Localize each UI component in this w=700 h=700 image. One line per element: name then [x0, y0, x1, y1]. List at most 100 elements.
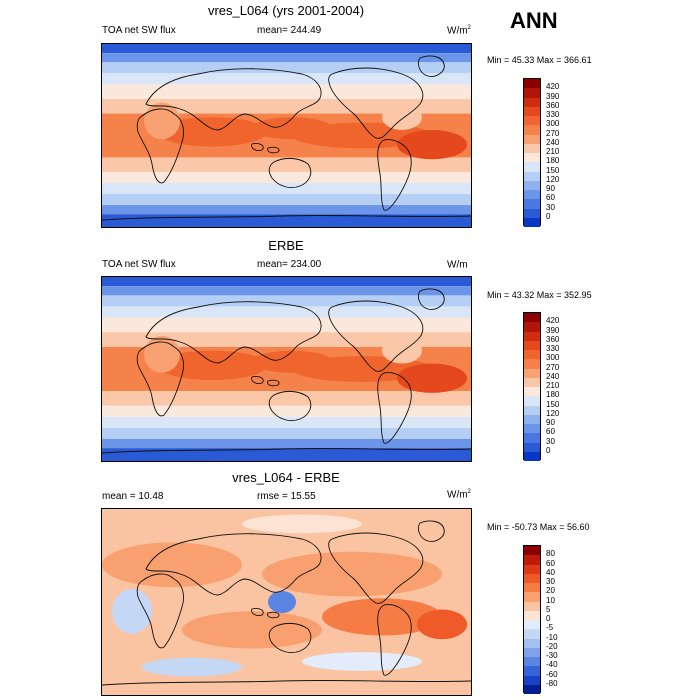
season-label: ANN: [510, 8, 558, 33]
colorbar-tick-label: 30: [546, 202, 555, 212]
colorbar-swatch: [524, 387, 540, 397]
colorbar-tick-label: -30: [546, 651, 558, 660]
colorbar-tick-label: 60: [546, 558, 555, 568]
panel-3-minmax: Min = -50.73 Max = 56.60: [487, 522, 590, 532]
colorbar-tick-label: 150: [546, 165, 560, 175]
colorbar-tick-label: 0: [546, 614, 551, 623]
colorbar-tick-label: 390: [546, 91, 560, 101]
colorbar-tick-label: 180: [546, 156, 560, 166]
colorbar-swatch: [524, 377, 540, 387]
panel-3-field: [102, 509, 471, 695]
colorbar-swatch: [524, 564, 540, 574]
colorbar-tick-label: 240: [546, 371, 560, 381]
colorbar-tick-label: 180: [546, 390, 560, 400]
colorbar-swatch: [524, 88, 540, 98]
colorbar-tick-label: 5: [546, 604, 551, 614]
colorbar-swatch: [524, 666, 540, 676]
colorbar-tick-label: 10: [546, 595, 555, 605]
panel-3-rmse-label: rmse = 15.55: [257, 491, 316, 502]
colorbar-tick-label: 120: [546, 174, 560, 184]
panel-3-map: [101, 508, 472, 696]
colorbar-tick-label: 60: [546, 427, 555, 437]
colorbar-tick-label: 80: [546, 549, 555, 559]
panel-2-colorbar: [523, 312, 541, 461]
panel-1-title: vres_L064 (yrs 2001-2004): [207, 3, 365, 18]
colorbar-swatch: [524, 322, 540, 332]
colorbar-swatch: [524, 601, 540, 611]
panel-1-mean-label: mean= 244.49: [257, 25, 322, 36]
colorbar-tick-label: 120: [546, 408, 560, 418]
colorbar-tick-label: 420: [546, 316, 560, 326]
panel-1-minmax: Min = 45.33 Max = 366.61: [487, 55, 592, 65]
panel-2-map: [101, 276, 472, 462]
colorbar-swatch: [524, 97, 540, 107]
colorbar-tick-label: -60: [546, 669, 558, 679]
colorbar-swatch: [524, 433, 540, 443]
colorbar-swatch: [524, 340, 540, 350]
colorbar-swatch: [524, 368, 540, 378]
colorbar-swatch: [524, 638, 540, 648]
colorbar-swatch: [524, 620, 540, 630]
colorbar-swatch: [524, 134, 540, 144]
colorbar-tick-label: 390: [546, 325, 560, 335]
colorbar-tick-label: 300: [546, 119, 560, 129]
colorbar-tick-label: 270: [546, 362, 560, 372]
panel-1-field: [102, 44, 471, 227]
colorbar-swatch: [524, 162, 540, 172]
colorbar-swatch: [524, 350, 540, 360]
colorbar-swatch: [524, 451, 540, 461]
colorbar-swatch: [524, 555, 540, 565]
colorbar-tick-label: 360: [546, 100, 560, 110]
panel-1-units: W/m2: [447, 25, 471, 37]
colorbar-swatch: [524, 106, 540, 116]
colorbar-swatch: [524, 180, 540, 190]
colorbar-swatch: [524, 629, 540, 639]
panel-1-colorbar: [523, 78, 541, 227]
colorbar-swatch: [524, 583, 540, 593]
colorbar-swatch: [524, 647, 540, 657]
panel-2-mean-label: mean= 234.00: [257, 259, 322, 270]
panel-2-variable-label: TOA net SW flux: [102, 259, 176, 270]
colorbar-swatch: [524, 359, 540, 369]
colorbar-swatch: [524, 405, 540, 415]
panel-2-title: ERBE: [268, 238, 304, 253]
colorbar-swatch: [524, 116, 540, 126]
colorbar-tick-label: 360: [546, 334, 560, 344]
colorbar-tick-label: -80: [546, 678, 558, 688]
colorbar-tick-label: 60: [546, 193, 555, 203]
colorbar-swatch: [524, 442, 540, 452]
colorbar-swatch: [524, 610, 540, 620]
colorbar-swatch: [524, 424, 540, 434]
colorbar-swatch: [524, 657, 540, 667]
colorbar-tick-label: 30: [546, 436, 555, 446]
colorbar-swatch: [524, 592, 540, 602]
colorbar-tick-label: 0: [546, 211, 551, 221]
colorbar-tick-label: 210: [546, 147, 560, 156]
colorbar-swatch: [524, 675, 540, 685]
colorbar-tick-label: 330: [546, 110, 560, 119]
colorbar-tick-label: 300: [546, 353, 560, 363]
panel-3-colorbar: [523, 545, 541, 694]
colorbar-tick-label: 420: [546, 82, 560, 92]
colorbar-tick-label: 30: [546, 577, 555, 586]
panel-3-mean-label: mean = 10.48: [102, 491, 164, 502]
colorbar-tick-label: -5: [546, 623, 554, 633]
colorbar-tick-label: 90: [546, 418, 555, 427]
colorbar-tick-label: 0: [546, 445, 551, 455]
panel-1-variable-label: TOA net SW flux: [102, 25, 176, 36]
colorbar-swatch: [524, 199, 540, 209]
panel-2-field: [102, 277, 471, 461]
colorbar-swatch: [524, 331, 540, 341]
panel-2-minmax: Min = 43.32 Max = 352.95: [487, 290, 592, 300]
colorbar-tick-label: 210: [546, 381, 560, 390]
colorbar-tick-label: 90: [546, 184, 555, 193]
panel-3-units: W/m2: [447, 489, 471, 501]
colorbar-tick-label: 20: [546, 586, 555, 596]
colorbar-swatch: [524, 208, 540, 218]
panel-2-units: W/m: [447, 259, 468, 271]
colorbar-swatch: [524, 684, 540, 694]
panel-3-title: vres_L064 - ERBE: [232, 470, 340, 485]
colorbar-swatch: [524, 153, 540, 163]
colorbar-swatch: [524, 573, 540, 583]
colorbar-tick-label: 270: [546, 128, 560, 138]
